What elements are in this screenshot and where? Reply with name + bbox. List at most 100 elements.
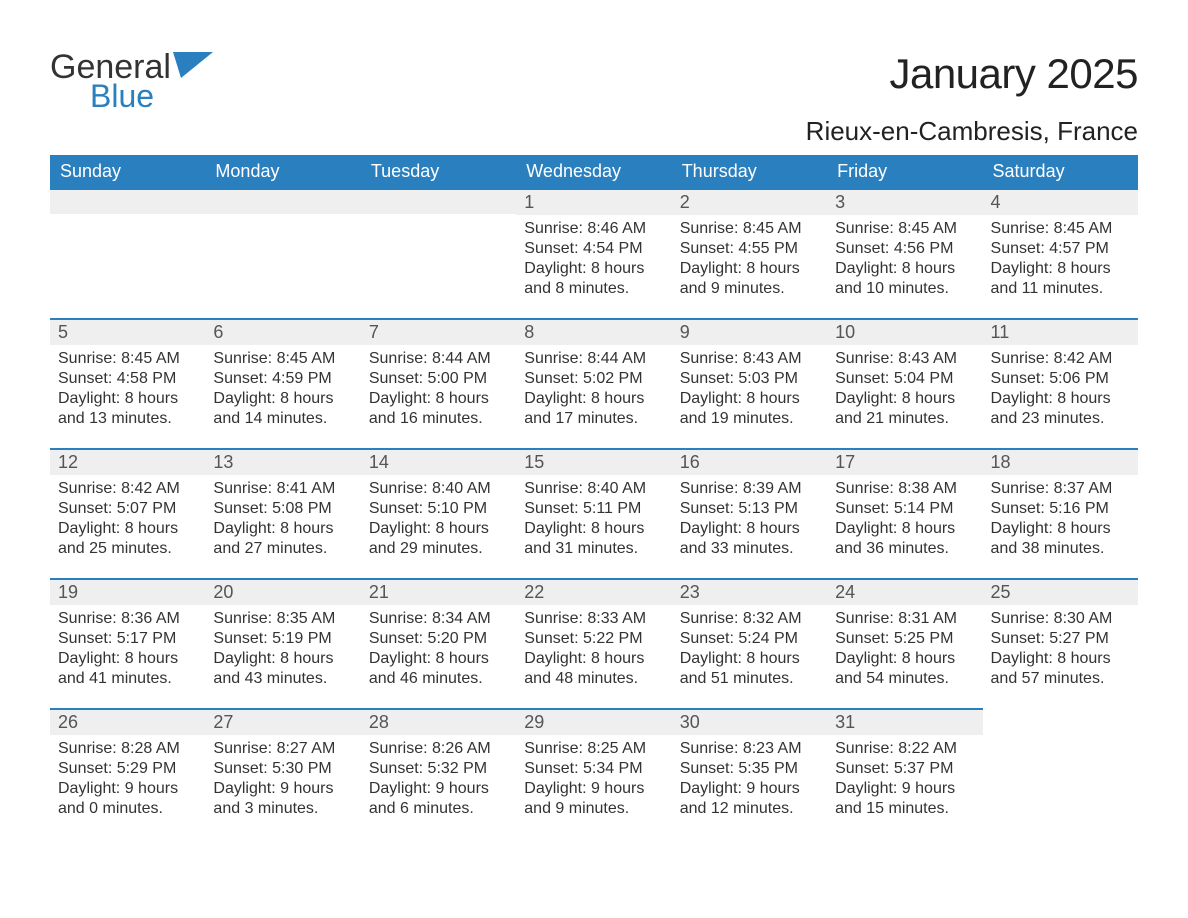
weekday-header: Friday (827, 155, 982, 188)
day-line-sunrise: Sunrise: 8:37 AM (991, 479, 1130, 499)
day-number: 16 (672, 448, 827, 475)
day-line-sunrise: Sunrise: 8:40 AM (524, 479, 663, 499)
day-line-d2: and 33 minutes. (680, 539, 819, 559)
day-line-sunrise: Sunrise: 8:30 AM (991, 609, 1130, 629)
day-line-sunset: Sunset: 4:54 PM (524, 239, 663, 259)
day-body: Sunrise: 8:42 AMSunset: 5:06 PMDaylight:… (983, 345, 1138, 439)
day-line-d1: Daylight: 8 hours (524, 259, 663, 279)
day-number-empty (50, 188, 205, 214)
calendar-cell: 24Sunrise: 8:31 AMSunset: 5:25 PMDayligh… (827, 578, 982, 708)
day-line-sunrise: Sunrise: 8:45 AM (835, 219, 974, 239)
day-number: 17 (827, 448, 982, 475)
day-line-d2: and 43 minutes. (213, 669, 352, 689)
day-number: 3 (827, 188, 982, 215)
day-line-sunset: Sunset: 4:59 PM (213, 369, 352, 389)
day-body: Sunrise: 8:30 AMSunset: 5:27 PMDaylight:… (983, 605, 1138, 699)
day-line-sunset: Sunset: 5:24 PM (680, 629, 819, 649)
day-body: Sunrise: 8:45 AMSunset: 4:57 PMDaylight:… (983, 215, 1138, 309)
calendar-cell: 14Sunrise: 8:40 AMSunset: 5:10 PMDayligh… (361, 448, 516, 578)
day-line-d1: Daylight: 8 hours (524, 649, 663, 669)
calendar-cell: 31Sunrise: 8:22 AMSunset: 5:37 PMDayligh… (827, 708, 982, 838)
day-body: Sunrise: 8:38 AMSunset: 5:14 PMDaylight:… (827, 475, 982, 569)
day-line-d1: Daylight: 8 hours (213, 519, 352, 539)
day-line-sunset: Sunset: 5:11 PM (524, 499, 663, 519)
day-line-d1: Daylight: 8 hours (213, 649, 352, 669)
day-line-d1: Daylight: 8 hours (58, 519, 197, 539)
day-line-d1: Daylight: 8 hours (991, 259, 1130, 279)
day-line-sunrise: Sunrise: 8:45 AM (991, 219, 1130, 239)
day-line-sunrise: Sunrise: 8:26 AM (369, 739, 508, 759)
calendar-cell: 8Sunrise: 8:44 AMSunset: 5:02 PMDaylight… (516, 318, 671, 448)
weekday-header: Monday (205, 155, 360, 188)
calendar-cell: 4Sunrise: 8:45 AMSunset: 4:57 PMDaylight… (983, 188, 1138, 318)
day-body: Sunrise: 8:45 AMSunset: 4:56 PMDaylight:… (827, 215, 982, 309)
day-line-d2: and 54 minutes. (835, 669, 974, 689)
day-number: 8 (516, 318, 671, 345)
day-line-sunset: Sunset: 5:04 PM (835, 369, 974, 389)
header-row: General Blue January 2025 Rieux-en-Cambr… (50, 50, 1138, 147)
day-number: 10 (827, 318, 982, 345)
day-line-sunset: Sunset: 5:29 PM (58, 759, 197, 779)
day-line-sunset: Sunset: 5:30 PM (213, 759, 352, 779)
calendar-cell: 7Sunrise: 8:44 AMSunset: 5:00 PMDaylight… (361, 318, 516, 448)
day-line-d2: and 14 minutes. (213, 409, 352, 429)
calendar-cell (361, 188, 516, 318)
calendar-week-row: 12Sunrise: 8:42 AMSunset: 5:07 PMDayligh… (50, 448, 1138, 578)
day-number-empty (205, 188, 360, 214)
day-number: 20 (205, 578, 360, 605)
day-body: Sunrise: 8:32 AMSunset: 5:24 PMDaylight:… (672, 605, 827, 699)
calendar-cell (983, 708, 1138, 838)
day-body: Sunrise: 8:36 AMSunset: 5:17 PMDaylight:… (50, 605, 205, 699)
weekday-header: Sunday (50, 155, 205, 188)
day-line-d2: and 19 minutes. (680, 409, 819, 429)
day-body: Sunrise: 8:45 AMSunset: 4:55 PMDaylight:… (672, 215, 827, 309)
day-line-sunset: Sunset: 4:55 PM (680, 239, 819, 259)
day-line-d2: and 10 minutes. (835, 279, 974, 299)
day-line-sunrise: Sunrise: 8:22 AM (835, 739, 974, 759)
day-body: Sunrise: 8:31 AMSunset: 5:25 PMDaylight:… (827, 605, 982, 699)
weekday-header: Thursday (672, 155, 827, 188)
calendar-cell: 12Sunrise: 8:42 AMSunset: 5:07 PMDayligh… (50, 448, 205, 578)
day-line-d2: and 3 minutes. (213, 799, 352, 819)
day-line-d1: Daylight: 8 hours (991, 389, 1130, 409)
day-number: 30 (672, 708, 827, 735)
calendar-week-row: 1Sunrise: 8:46 AMSunset: 4:54 PMDaylight… (50, 188, 1138, 318)
day-line-d2: and 13 minutes. (58, 409, 197, 429)
day-line-d2: and 36 minutes. (835, 539, 974, 559)
day-body: Sunrise: 8:28 AMSunset: 5:29 PMDaylight:… (50, 735, 205, 829)
day-line-sunset: Sunset: 5:19 PM (213, 629, 352, 649)
calendar-cell: 10Sunrise: 8:43 AMSunset: 5:04 PMDayligh… (827, 318, 982, 448)
day-number: 9 (672, 318, 827, 345)
day-line-d1: Daylight: 8 hours (680, 519, 819, 539)
calendar-cell: 9Sunrise: 8:43 AMSunset: 5:03 PMDaylight… (672, 318, 827, 448)
day-line-sunrise: Sunrise: 8:23 AM (680, 739, 819, 759)
day-line-sunrise: Sunrise: 8:34 AM (369, 609, 508, 629)
day-line-d2: and 48 minutes. (524, 669, 663, 689)
calendar-cell: 18Sunrise: 8:37 AMSunset: 5:16 PMDayligh… (983, 448, 1138, 578)
day-line-sunrise: Sunrise: 8:36 AM (58, 609, 197, 629)
day-body: Sunrise: 8:39 AMSunset: 5:13 PMDaylight:… (672, 475, 827, 569)
day-line-d2: and 57 minutes. (991, 669, 1130, 689)
calendar-cell: 6Sunrise: 8:45 AMSunset: 4:59 PMDaylight… (205, 318, 360, 448)
day-line-d2: and 27 minutes. (213, 539, 352, 559)
day-body: Sunrise: 8:22 AMSunset: 5:37 PMDaylight:… (827, 735, 982, 829)
weekday-header: Tuesday (361, 155, 516, 188)
calendar-week-row: 5Sunrise: 8:45 AMSunset: 4:58 PMDaylight… (50, 318, 1138, 448)
calendar-cell (50, 188, 205, 318)
day-line-d1: Daylight: 8 hours (835, 259, 974, 279)
day-line-sunrise: Sunrise: 8:33 AM (524, 609, 663, 629)
day-line-sunset: Sunset: 5:00 PM (369, 369, 508, 389)
day-line-sunrise: Sunrise: 8:46 AM (524, 219, 663, 239)
day-body: Sunrise: 8:25 AMSunset: 5:34 PMDaylight:… (516, 735, 671, 829)
day-line-d1: Daylight: 8 hours (213, 389, 352, 409)
day-number: 26 (50, 708, 205, 735)
day-line-d1: Daylight: 8 hours (58, 649, 197, 669)
calendar-cell: 17Sunrise: 8:38 AMSunset: 5:14 PMDayligh… (827, 448, 982, 578)
day-line-sunset: Sunset: 4:56 PM (835, 239, 974, 259)
day-line-d1: Daylight: 8 hours (835, 389, 974, 409)
day-body: Sunrise: 8:43 AMSunset: 5:03 PMDaylight:… (672, 345, 827, 439)
day-line-d1: Daylight: 8 hours (369, 389, 508, 409)
calendar-cell: 28Sunrise: 8:26 AMSunset: 5:32 PMDayligh… (361, 708, 516, 838)
calendar-table: SundayMondayTuesdayWednesdayThursdayFrid… (50, 155, 1138, 838)
calendar-body: 1Sunrise: 8:46 AMSunset: 4:54 PMDaylight… (50, 188, 1138, 838)
